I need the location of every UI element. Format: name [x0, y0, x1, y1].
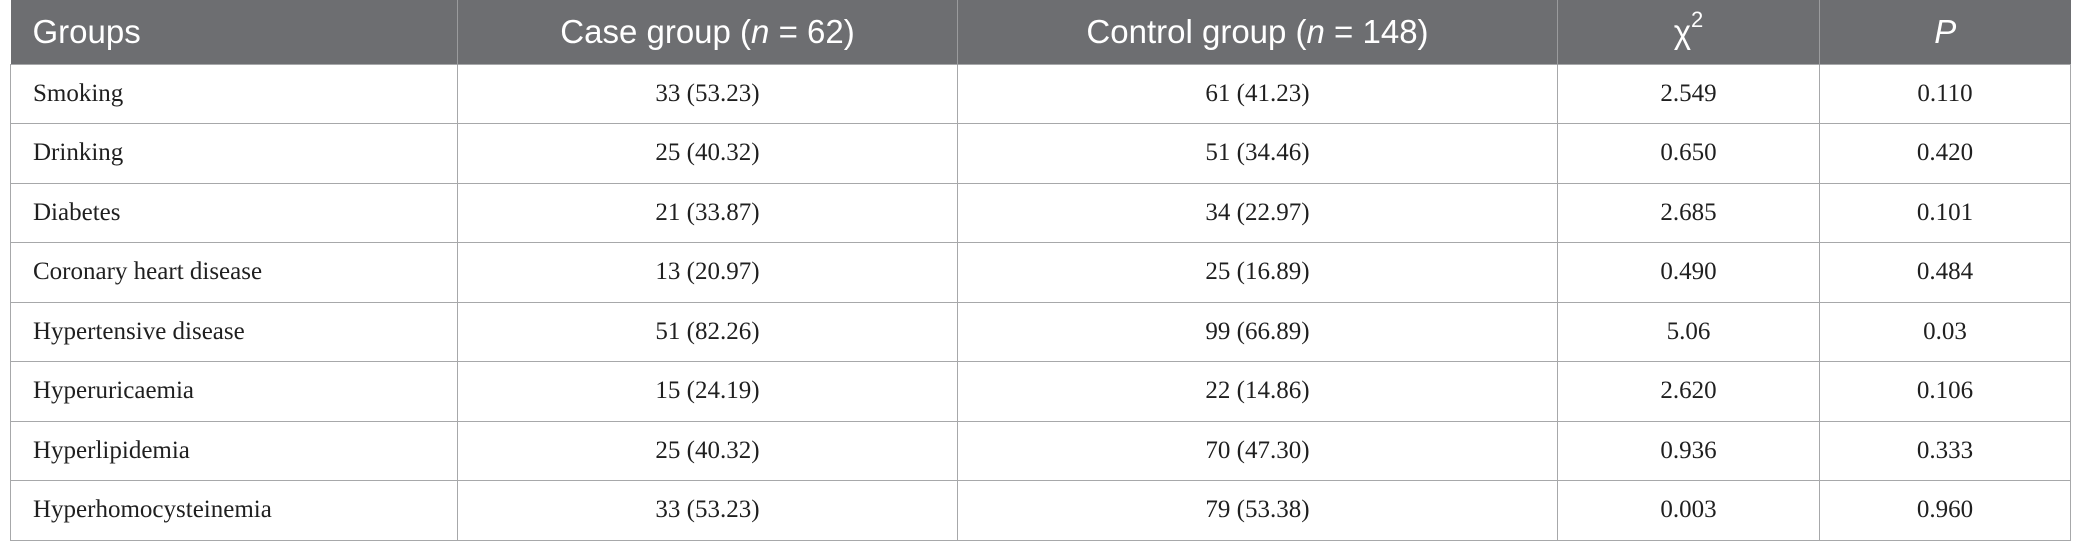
- cell-p: 0.484: [1819, 242, 2071, 303]
- cell-case: 13 (20.97): [457, 242, 958, 303]
- risk-factors-table: Groups Case group (n = 62) Control group…: [10, 0, 2071, 541]
- header-control-suffix: = 148): [1324, 12, 1429, 50]
- cell-group: Hypertensive disease: [10, 301, 458, 362]
- cell-p: 0.101: [1819, 182, 2071, 243]
- cell-case: 25 (40.32): [457, 123, 958, 184]
- cell-group: Hyperhomocysteinemia: [10, 480, 458, 541]
- cell-chi2: 0.650: [1557, 123, 1820, 184]
- table-header: Groups Case group (n = 62) Control group…: [10, 0, 2071, 64]
- header-p-label: P: [1934, 12, 1957, 50]
- cell-group: Hyperlipidemia: [10, 420, 458, 481]
- data-table-container: Groups Case group (n = 62) Control group…: [10, 0, 2071, 541]
- cell-group: Coronary heart disease: [10, 242, 458, 303]
- header-control-n: n: [1306, 12, 1325, 50]
- cell-control: 99 (66.89): [957, 301, 1558, 362]
- header-chi-superscript: 2: [1691, 6, 1704, 32]
- table-row: Drinking 25 (40.32) 51 (34.46) 0.650 0.4…: [10, 123, 2071, 184]
- header-case-n: n: [751, 12, 770, 50]
- table-row: Hyperlipidemia 25 (40.32) 70 (47.30) 0.9…: [10, 420, 2071, 481]
- table-row: Diabetes 21 (33.87) 34 (22.97) 2.685 0.1…: [10, 182, 2071, 243]
- table-row: Hyperhomocysteinemia 33 (53.23) 79 (53.3…: [10, 480, 2071, 541]
- cell-p: 0.420: [1819, 123, 2071, 184]
- cell-p: 0.03: [1819, 301, 2071, 362]
- cell-case: 15 (24.19): [457, 361, 958, 422]
- cell-case: 21 (33.87): [457, 182, 958, 243]
- cell-chi2: 0.936: [1557, 420, 1820, 481]
- cell-control: 34 (22.97): [957, 182, 1558, 243]
- cell-case: 33 (53.23): [457, 63, 958, 124]
- table-row: Smoking 33 (53.23) 61 (41.23) 2.549 0.11…: [10, 63, 2071, 124]
- header-chi-symbol: χ: [1673, 12, 1692, 50]
- cell-chi2: 2.620: [1557, 361, 1820, 422]
- cell-p: 0.106: [1819, 361, 2071, 422]
- cell-control: 61 (41.23): [957, 63, 1558, 124]
- cell-case: 25 (40.32): [457, 420, 958, 481]
- header-p-value: P: [1819, 0, 2071, 64]
- cell-chi2: 2.549: [1557, 63, 1820, 124]
- header-case-group: Case group (n = 62): [457, 0, 958, 64]
- cell-chi2: 0.003: [1557, 480, 1820, 541]
- cell-p: 0.333: [1819, 420, 2071, 481]
- cell-case: 51 (82.26): [457, 301, 958, 362]
- cell-control: 79 (53.38): [957, 480, 1558, 541]
- cell-chi2: 5.06: [1557, 301, 1820, 362]
- cell-group: Drinking: [10, 123, 458, 184]
- table-row: Coronary heart disease 13 (20.97) 25 (16…: [10, 242, 2071, 303]
- table-row: Hypertensive disease 51 (82.26) 99 (66.8…: [10, 301, 2071, 362]
- table-body: Smoking 33 (53.23) 61 (41.23) 2.549 0.11…: [10, 63, 2071, 541]
- header-control-group: Control group (n = 148): [957, 0, 1558, 64]
- header-chi-square: χ2: [1557, 0, 1820, 64]
- cell-chi2: 0.490: [1557, 242, 1820, 303]
- cell-p: 0.960: [1819, 480, 2071, 541]
- cell-p: 0.110: [1819, 63, 2071, 124]
- cell-chi2: 2.685: [1557, 182, 1820, 243]
- header-groups-label: Groups: [32, 12, 141, 50]
- cell-control: 22 (14.86): [957, 361, 1558, 422]
- header-row: Groups Case group (n = 62) Control group…: [10, 0, 2071, 64]
- cell-control: 51 (34.46): [957, 123, 1558, 184]
- cell-group: Hyperuricaemia: [10, 361, 458, 422]
- header-case-prefix: Case group (: [560, 12, 752, 50]
- cell-group: Smoking: [10, 63, 458, 124]
- header-control-prefix: Control group (: [1086, 12, 1307, 50]
- cell-group: Diabetes: [10, 182, 458, 243]
- cell-case: 33 (53.23): [457, 480, 958, 541]
- cell-control: 25 (16.89): [957, 242, 1558, 303]
- header-groups: Groups: [11, 0, 458, 64]
- cell-control: 70 (47.30): [957, 420, 1558, 481]
- header-case-suffix: = 62): [769, 12, 855, 50]
- table-row: Hyperuricaemia 15 (24.19) 22 (14.86) 2.6…: [10, 361, 2071, 422]
